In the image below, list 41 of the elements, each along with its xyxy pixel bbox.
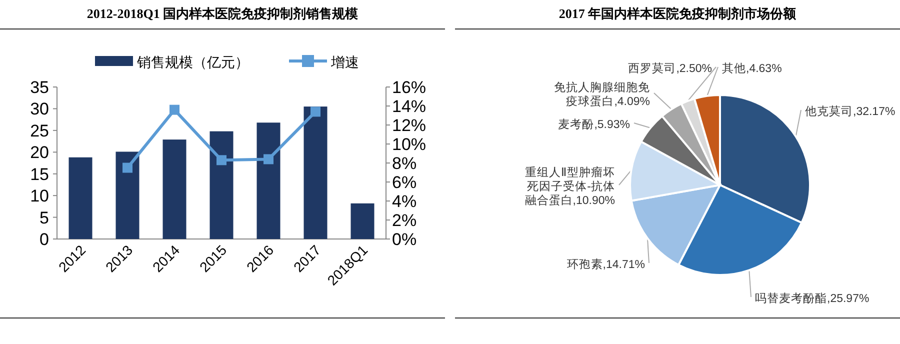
slice-label: 其他,4.63% bbox=[722, 62, 782, 75]
legend-label: 增速 bbox=[330, 54, 359, 70]
y2-tick-label: 8% bbox=[392, 154, 417, 173]
point bbox=[264, 154, 274, 164]
y2-tick-label: 0% bbox=[392, 230, 417, 249]
y-tick-label: 0 bbox=[40, 230, 49, 249]
y2-tick-label: 4% bbox=[392, 192, 417, 211]
bar bbox=[68, 157, 92, 239]
y-tick-label: 5 bbox=[40, 208, 49, 228]
point bbox=[310, 106, 320, 117]
slice-label: 免抗人胸腺细胞免疫球蛋白,4.09% bbox=[554, 81, 650, 108]
y2-tick-label: 12% bbox=[392, 116, 426, 135]
point bbox=[216, 155, 226, 166]
slice-label: 麦考酚,5.93% bbox=[558, 118, 630, 131]
bar bbox=[304, 106, 328, 239]
y2-tick-label: 16% bbox=[392, 78, 426, 97]
y2-tick-label: 10% bbox=[392, 135, 426, 154]
y-tick-label: 25 bbox=[30, 121, 49, 140]
y2-tick-label: 14% bbox=[392, 97, 426, 116]
y-tick-label: 20 bbox=[30, 143, 49, 162]
bar bbox=[256, 122, 280, 239]
slice-label: 重组人Ⅱ型肿瘤坏死因子受体-抗体融合蛋白,10.90% bbox=[524, 165, 615, 207]
bar bbox=[210, 131, 234, 239]
y2-tick-label: 6% bbox=[392, 173, 417, 192]
y-tick-label: 15 bbox=[30, 164, 49, 184]
point bbox=[170, 104, 180, 115]
slice-label: 他克莫司,32.17% bbox=[805, 105, 896, 118]
chart-title: 2012-2018Q1 国内样本医院免疫抑制剂销售规模 bbox=[86, 6, 358, 21]
bar bbox=[162, 140, 186, 239]
slice-label: 环孢素,14.71% bbox=[566, 258, 645, 271]
chart-title: 2017 年国内样本医院免疫抑制剂市场份额 bbox=[558, 6, 798, 21]
slice-label: 西罗莫司,2.50% bbox=[628, 62, 712, 75]
y-tick-label: 10 bbox=[30, 186, 49, 206]
y-tick-label: 35 bbox=[30, 78, 49, 97]
bar bbox=[350, 203, 374, 239]
y2-tick-label: 2% bbox=[392, 211, 417, 230]
slice-label: 吗替麦考酚酯,25.97% bbox=[755, 292, 870, 305]
legend-label: 销售规模（亿元） bbox=[136, 54, 249, 70]
point bbox=[122, 162, 132, 173]
y-tick-label: 30 bbox=[30, 100, 49, 119]
bar bbox=[116, 152, 140, 239]
